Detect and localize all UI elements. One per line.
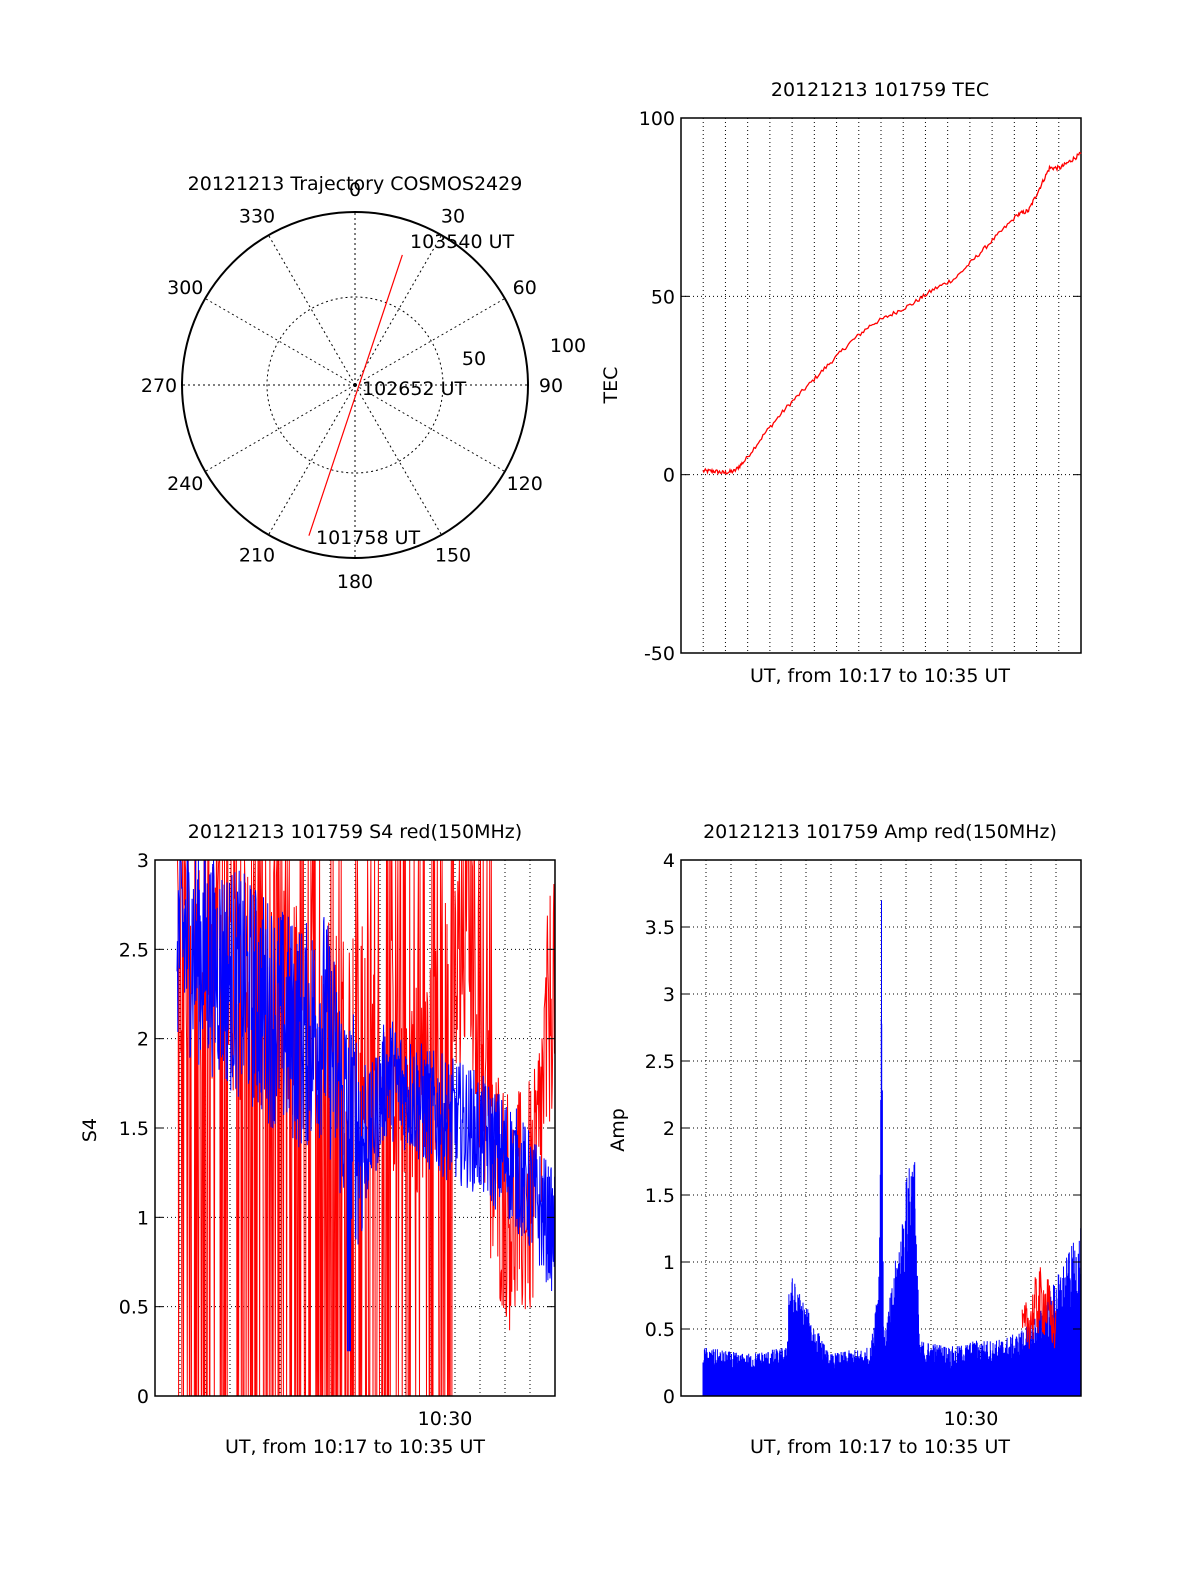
polar-annotation-start: 101758 UT bbox=[316, 527, 420, 549]
polar-azimuth-label: 180 bbox=[337, 571, 373, 593]
polar-spoke bbox=[268, 384, 356, 536]
polar-annotation-mid: 102652 UT bbox=[362, 378, 466, 400]
tec-series-line bbox=[702, 151, 1082, 476]
tec-ytick-label: 100 bbox=[639, 108, 675, 130]
polar-trajectory-plot: 20121213 Trajectory COSMOS2429 0 30 60 90 12… bbox=[141, 173, 586, 593]
amp-series-group bbox=[702, 900, 1082, 1396]
polar-azimuth-label: 210 bbox=[239, 545, 275, 567]
amp-ytick-label: 2.5 bbox=[645, 1051, 675, 1073]
polar-spoke bbox=[268, 234, 356, 386]
polar-azimuth-label: 240 bbox=[167, 473, 203, 495]
polar-azimuth-label: 120 bbox=[507, 473, 543, 495]
s4-ytick-label: 0.5 bbox=[119, 1297, 149, 1319]
s4-ytick-label: 0 bbox=[137, 1386, 149, 1408]
polar-annotation-end: 103540 UT bbox=[410, 231, 514, 253]
polar-inner-circle bbox=[266, 296, 444, 474]
polar-spokes bbox=[182, 212, 528, 558]
s4-title: 20121213 101759 S4 red(150MHz) bbox=[188, 821, 522, 843]
tec-ytick-label: -50 bbox=[644, 643, 675, 665]
s4-ylabel: S4 bbox=[79, 1118, 101, 1142]
s4-xtick-1030: 10:30 bbox=[418, 1408, 473, 1430]
s4-xlabel: UT, from 10:17 to 10:35 UT bbox=[225, 1436, 485, 1458]
tec-ytick-label: 50 bbox=[651, 286, 675, 308]
polar-outer-circle bbox=[181, 211, 529, 559]
polar-radial-label-50: 50 bbox=[462, 348, 486, 370]
amp-ylabel: Amp bbox=[607, 1108, 629, 1152]
tec-ytick-label: 0 bbox=[663, 465, 675, 487]
amp-ytick-label: 4 bbox=[663, 850, 675, 872]
tec-grid bbox=[681, 118, 1081, 653]
polar-azimuth-label: 150 bbox=[435, 545, 471, 567]
amp-ytick-label: 3.5 bbox=[645, 917, 675, 939]
amp-ytick-label: 0 bbox=[663, 1386, 675, 1408]
tec-plot: 20121213 101759 TEC 100 50 0 -50 UT, from 1… bbox=[600, 79, 1082, 687]
amp-ytick-label: 0.5 bbox=[645, 1319, 675, 1341]
amp-xlabel: UT, from 10:17 to 10:35 UT bbox=[750, 1436, 1010, 1458]
tec-y-ticks: 100 50 0 -50 bbox=[639, 108, 1081, 665]
polar-spoke bbox=[354, 384, 506, 472]
polar-radial-label-100: 100 bbox=[550, 335, 586, 357]
polar-azimuth-label: 270 bbox=[141, 375, 177, 397]
tec-xlabel: UT, from 10:17 to 10:35 UT bbox=[750, 665, 1010, 687]
s4-blue-series-line bbox=[176, 859, 556, 1352]
polar-spoke bbox=[204, 298, 356, 386]
polar-spoke bbox=[354, 384, 442, 536]
amp-ytick-label: 2 bbox=[663, 1118, 675, 1140]
polar-azimuth-labels: 0 30 60 90 120 150 180 210 240 270 300 330 bbox=[141, 179, 563, 593]
s4-series-group bbox=[176, 859, 556, 1397]
polar-azimuth-label: 330 bbox=[239, 205, 275, 227]
amp-y-ticks: 4 3.5 3 2.5 2 1.5 1 0.5 0 bbox=[645, 850, 1081, 1408]
amp-red-series-line bbox=[1021, 1267, 1057, 1349]
amp-xtick-1030: 10:30 bbox=[944, 1408, 999, 1430]
polar-azimuth-label: 0 bbox=[349, 179, 361, 201]
s4-plot: 20121213 101759 S4 red(150MHz) 3 2.5 2 1.5 1… bbox=[79, 821, 556, 1458]
amp-title: 20121213 101759 Amp red(150MHz) bbox=[703, 821, 1057, 843]
amp-plot: 20121213 101759 Amp red(150MHz) 4 3.5 3 2.5… bbox=[607, 821, 1082, 1458]
polar-spoke bbox=[204, 384, 356, 472]
amp-ytick-label: 1 bbox=[663, 1252, 675, 1274]
polar-azimuth-label: 300 bbox=[167, 277, 203, 299]
tec-title: 20121213 101759 TEC bbox=[771, 79, 989, 101]
tec-ylabel: TEC bbox=[600, 367, 622, 405]
polar-spoke bbox=[354, 298, 506, 386]
polar-azimuth-label: 60 bbox=[513, 277, 537, 299]
polar-azimuth-label: 90 bbox=[539, 375, 563, 397]
s4-ytick-label: 2.5 bbox=[119, 939, 149, 961]
s4-y-ticks: 3 2.5 2 1.5 1 0.5 0 bbox=[119, 850, 555, 1408]
amp-ytick-label: 1.5 bbox=[645, 1185, 675, 1207]
polar-spoke bbox=[354, 234, 442, 386]
polar-title: 20121213 Trajectory COSMOS2429 bbox=[188, 173, 523, 195]
polar-azimuth-label: 30 bbox=[441, 205, 465, 227]
tec-frame bbox=[680, 117, 1082, 654]
s4-ytick-label: 1.5 bbox=[119, 1118, 149, 1140]
s4-ytick-label: 2 bbox=[137, 1029, 149, 1051]
s4-ytick-label: 1 bbox=[137, 1207, 149, 1229]
amp-blue-series-line bbox=[702, 900, 1082, 1396]
polar-trajectory-line bbox=[308, 254, 403, 536]
s4-ytick-label: 3 bbox=[137, 850, 149, 872]
amp-ytick-label: 3 bbox=[663, 984, 675, 1006]
